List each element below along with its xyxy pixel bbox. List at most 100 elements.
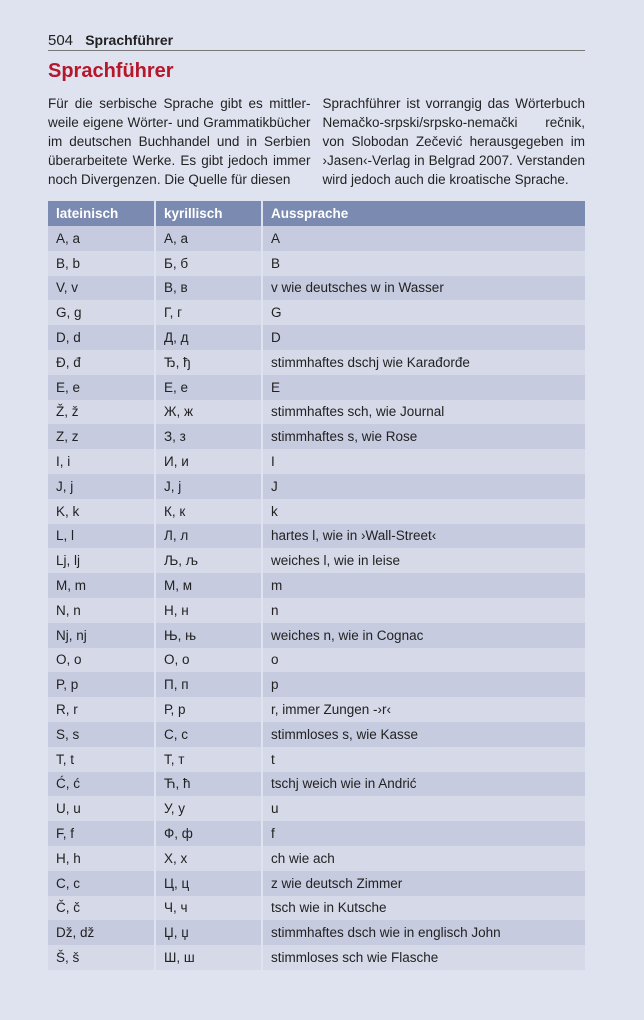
cell-latin: R, r bbox=[48, 697, 155, 722]
cell-latin: T, t bbox=[48, 746, 155, 772]
cell-cyrillic: Ш, ш bbox=[154, 945, 262, 970]
alphabet-table: lateinisch kyrillisch Aussprache A, a А, … bbox=[48, 201, 585, 970]
cell-pronunciation: k bbox=[261, 498, 585, 524]
cell-latin: B, b bbox=[48, 250, 155, 276]
cell-cyrillic: Ц, ц bbox=[154, 870, 262, 896]
cell-cyrillic: Ј, ј bbox=[154, 473, 262, 499]
cell-cyrillic: Ђ, ђ bbox=[154, 349, 262, 375]
header-pronunciation: Aussprache bbox=[261, 201, 585, 226]
table-row: Dž, dž Џ, џ stimmhaftes dsch wie in englis… bbox=[48, 920, 585, 946]
header-cyrillic: kyrillisch bbox=[154, 201, 262, 226]
table-row: Z, z З, з stimmhaftes s, wie Rose bbox=[48, 424, 585, 450]
table-row: H, h Х, х ch wie ach bbox=[48, 845, 585, 871]
cell-pronunciation: J bbox=[261, 473, 585, 499]
cell-pronunciation: u bbox=[261, 796, 585, 822]
intro-text: Für die serbische Sprache gibt es mittle… bbox=[48, 94, 585, 189]
table-row: Ć, ć Ћ, ћ tschj weich wie in Andrić bbox=[48, 771, 585, 797]
cell-cyrillic: Б, б bbox=[154, 250, 262, 276]
cell-latin: A, a bbox=[48, 226, 155, 251]
table-row: Lj, lj Љ, љ weiches l, wie in leise bbox=[48, 548, 585, 574]
cell-cyrillic: К, к bbox=[154, 498, 262, 524]
page-number: 504 bbox=[48, 32, 74, 49]
cell-latin: J, j bbox=[48, 473, 155, 499]
cell-latin: O, o bbox=[48, 647, 155, 673]
cell-cyrillic: Ћ, ћ bbox=[154, 771, 262, 797]
cell-cyrillic: А, а bbox=[154, 226, 262, 251]
cell-cyrillic: Р, р bbox=[154, 697, 262, 722]
table-row: L, l Л, л hartes l, wie in ›Wall-Street‹ bbox=[48, 523, 585, 549]
cell-pronunciation: n bbox=[261, 597, 585, 623]
cell-latin: Dž, dž bbox=[48, 920, 155, 946]
cell-pronunciation: v wie deutsches w in Wasser bbox=[261, 275, 585, 301]
cell-latin: K, k bbox=[48, 498, 155, 524]
cell-latin: G, g bbox=[48, 300, 155, 326]
cell-cyrillic: Т, т bbox=[154, 746, 262, 772]
cell-cyrillic: Ж, ж bbox=[154, 399, 262, 425]
cell-pronunciation: weiches n, wie in Cognac bbox=[261, 622, 585, 648]
table-header-row: lateinisch kyrillisch Aussprache bbox=[48, 201, 585, 226]
cell-pronunciation: m bbox=[261, 573, 585, 598]
cell-latin: Š, š bbox=[48, 945, 155, 970]
intro-column-1: Für die serbische Sprache gibt es mittle… bbox=[48, 96, 311, 187]
cell-latin: P, p bbox=[48, 672, 155, 698]
intro-column-2: Sprachführer ist vorrangig das Wörterbuc… bbox=[322, 96, 586, 187]
running-section-title: Sprachführer bbox=[85, 32, 174, 48]
cell-latin: S, s bbox=[48, 721, 155, 747]
cell-cyrillic: Е, е bbox=[154, 374, 262, 400]
cell-latin: Č, č bbox=[48, 895, 155, 921]
cell-latin: Nj, nj bbox=[48, 622, 155, 648]
table-row: Nj, nj Њ, њ weiches n, wie in Cognac bbox=[48, 622, 585, 648]
cell-latin: I, i bbox=[48, 449, 155, 474]
cell-latin: Ž, ž bbox=[48, 399, 155, 425]
cell-cyrillic: Њ, њ bbox=[154, 622, 262, 648]
cell-latin: V, v bbox=[48, 275, 155, 301]
cell-latin: Đ, đ bbox=[48, 349, 155, 375]
cell-pronunciation: stimmhaftes dsch wie in englisch John bbox=[261, 920, 585, 946]
cell-latin: U, u bbox=[48, 796, 155, 822]
cell-cyrillic: Љ, љ bbox=[154, 548, 262, 574]
table-row: Ž, ž Ж, ж stimmhaftes sch, wie Journal bbox=[48, 399, 585, 425]
cell-pronunciation: B bbox=[261, 250, 585, 276]
cell-cyrillic: Џ, џ bbox=[154, 920, 262, 946]
cell-pronunciation: r, immer Zungen -›r‹ bbox=[261, 697, 585, 722]
cell-latin: F, f bbox=[48, 821, 155, 846]
cell-latin: H, h bbox=[48, 845, 155, 871]
header-latin: lateinisch bbox=[48, 201, 155, 226]
table-row: S, s С, с stimmloses s, wie Kasse bbox=[48, 721, 585, 747]
cell-pronunciation: A bbox=[261, 226, 585, 251]
table-row: Đ, đ Ђ, ђ stimmhaftes dschj wie Karađorđe bbox=[48, 349, 585, 375]
cell-cyrillic: Д, д bbox=[154, 325, 262, 350]
cell-cyrillic: У, у bbox=[154, 796, 262, 822]
page-title: Sprachführer bbox=[48, 60, 174, 82]
cell-pronunciation: I bbox=[261, 449, 585, 474]
cell-pronunciation: stimmhaftes sch, wie Journal bbox=[261, 399, 585, 425]
cell-cyrillic: Л, л bbox=[154, 523, 262, 549]
running-header: 504 Sprachführer bbox=[48, 31, 585, 51]
cell-pronunciation: weiches l, wie in leise bbox=[261, 548, 585, 574]
cell-pronunciation: stimmhaftes s, wie Rose bbox=[261, 424, 585, 450]
cell-latin: M, m bbox=[48, 573, 155, 598]
cell-latin: Lj, lj bbox=[48, 548, 155, 574]
cell-pronunciation: ch wie ach bbox=[261, 845, 585, 871]
table-row: Š, š Ш, ш stimmloses sch wie Flasche bbox=[48, 945, 585, 970]
cell-pronunciation: t bbox=[261, 746, 585, 772]
cell-cyrillic: И, и bbox=[154, 449, 262, 474]
cell-pronunciation: G bbox=[261, 300, 585, 326]
cell-pronunciation: o bbox=[261, 647, 585, 673]
cell-latin: D, d bbox=[48, 325, 155, 350]
cell-latin: C, c bbox=[48, 870, 155, 896]
page: 504 Sprachführer Sprachführer Für die se… bbox=[48, 31, 585, 970]
cell-pronunciation: tsch wie in Kutsche bbox=[261, 895, 585, 921]
